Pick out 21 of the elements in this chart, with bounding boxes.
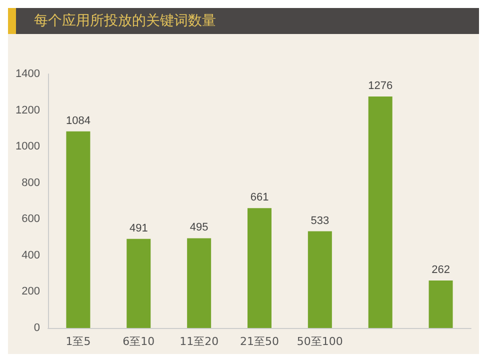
x-tick-label: 1至5 xyxy=(66,335,91,348)
x-tick-label: 50至100 xyxy=(296,335,343,348)
y-tick-label: 1200 xyxy=(16,104,40,116)
y-tick-label: 1400 xyxy=(16,68,40,80)
y-tick-label: 200 xyxy=(22,286,40,298)
data-label: 661 xyxy=(250,192,269,204)
y-tick-label: 600 xyxy=(22,213,40,226)
data-label: 491 xyxy=(129,222,148,234)
data-label: 1276 xyxy=(368,80,393,92)
x-tick-label: 11至20 xyxy=(180,335,219,348)
y-tick-label: 0 xyxy=(34,322,40,334)
data-label: 495 xyxy=(190,222,208,234)
x-tick-label: 6至10 xyxy=(122,335,155,348)
y-tick-label: 1000 xyxy=(16,140,40,153)
y-tick-label: 400 xyxy=(22,249,40,262)
data-label: 262 xyxy=(432,264,450,276)
data-label: 533 xyxy=(310,214,330,227)
y-tick-label: 800 xyxy=(22,176,40,189)
x-tick-label: 21至50 xyxy=(240,335,279,348)
chart-title: 每个应用所投放的关键词数量 xyxy=(34,13,216,29)
data-label: 1084 xyxy=(66,114,90,127)
